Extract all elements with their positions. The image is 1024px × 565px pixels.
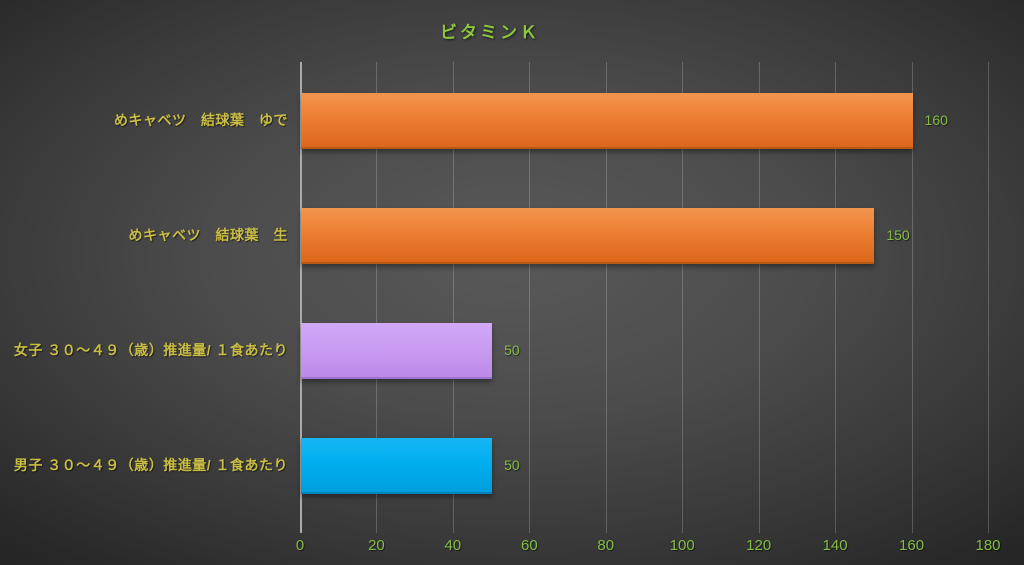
value-label: 50 — [504, 342, 520, 359]
category-label: めキャベツ 結球葉 生 — [128, 226, 288, 243]
x-tick-label: 160 — [899, 537, 925, 554]
bar[interactable] — [301, 323, 493, 380]
category-label: 男子 ３０～４９（歳）推進量/ １食あたり — [13, 457, 288, 474]
x-tick-label: 140 — [822, 537, 848, 554]
gridline — [988, 62, 989, 533]
x-tick-label: 100 — [669, 537, 695, 554]
x-tick-label: 40 — [444, 537, 462, 554]
category-label: めキャベツ 結球葉 ゆで — [114, 111, 288, 128]
gridline — [605, 62, 607, 533]
plot-area: 160 150 50 50 — [300, 62, 989, 533]
x-tick-label: 20 — [368, 537, 385, 554]
y-axis-line — [300, 62, 302, 533]
bar[interactable] — [301, 207, 875, 264]
x-tick-label: 60 — [520, 537, 538, 554]
x-tick-label: 80 — [597, 537, 615, 554]
gridline — [835, 62, 837, 533]
gridline — [452, 62, 454, 533]
x-tick-label: 120 — [746, 537, 772, 554]
gridline — [682, 62, 684, 533]
value-label: 50 — [504, 457, 520, 474]
category-label: 女子 ３０～４９（歳）推進量/ １食あたり — [13, 342, 288, 359]
bar[interactable] — [301, 438, 493, 495]
x-tick-label: 0 — [295, 537, 305, 554]
bar[interactable] — [301, 92, 913, 149]
value-label: 160 — [924, 111, 948, 128]
gridline — [529, 62, 531, 533]
gridline — [758, 62, 760, 533]
chart-title: ビタミンＫ — [440, 23, 540, 42]
value-label: 150 — [886, 226, 910, 243]
gridline — [911, 62, 913, 533]
gridline — [376, 62, 378, 533]
x-tick-label: 180 — [975, 537, 1001, 554]
